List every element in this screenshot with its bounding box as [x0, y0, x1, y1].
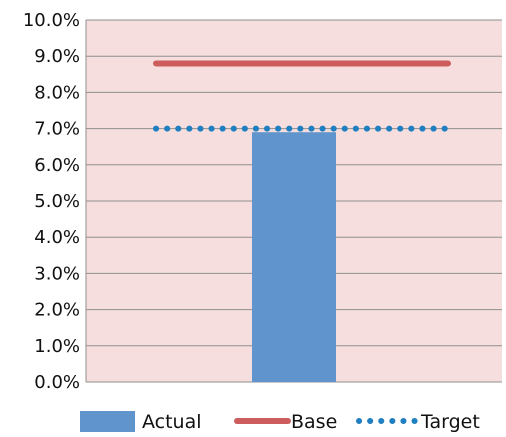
y-tick-label: 0.0% — [34, 372, 80, 393]
y-tick-label: 3.0% — [34, 263, 80, 284]
bar-actual — [252, 132, 336, 382]
y-tick-label: 8.0% — [34, 82, 80, 103]
legend: Actual Base Target — [80, 411, 480, 433]
legend-item-target: Target — [356, 411, 480, 433]
reference-lines — [153, 60, 451, 132]
y-tick-label: 7.0% — [34, 119, 80, 140]
legend-swatch-actual — [80, 411, 135, 432]
legend-item-base: Base — [234, 411, 337, 433]
legend-label-base: Base — [291, 411, 337, 433]
y-tick-label: 10.0% — [23, 10, 80, 31]
y-tick-label: 4.0% — [34, 227, 80, 248]
y-tick-label: 1.0% — [34, 336, 80, 357]
y-tick-label: 2.0% — [34, 300, 80, 321]
y-tick-label: 5.0% — [34, 191, 80, 212]
legend-label-target: Target — [420, 411, 480, 433]
bars — [252, 132, 336, 382]
legend-item-actual: Actual — [80, 411, 202, 433]
y-tick-label: 9.0% — [34, 46, 80, 67]
y-axis: 0.0% 1.0% 2.0% 3.0% 4.0% 5.0% 6.0% 7.0% 8.0% 9.0%… — [23, 10, 87, 393]
y-tick-label: 6.0% — [34, 155, 80, 176]
legend-label-actual: Actual — [142, 411, 202, 433]
